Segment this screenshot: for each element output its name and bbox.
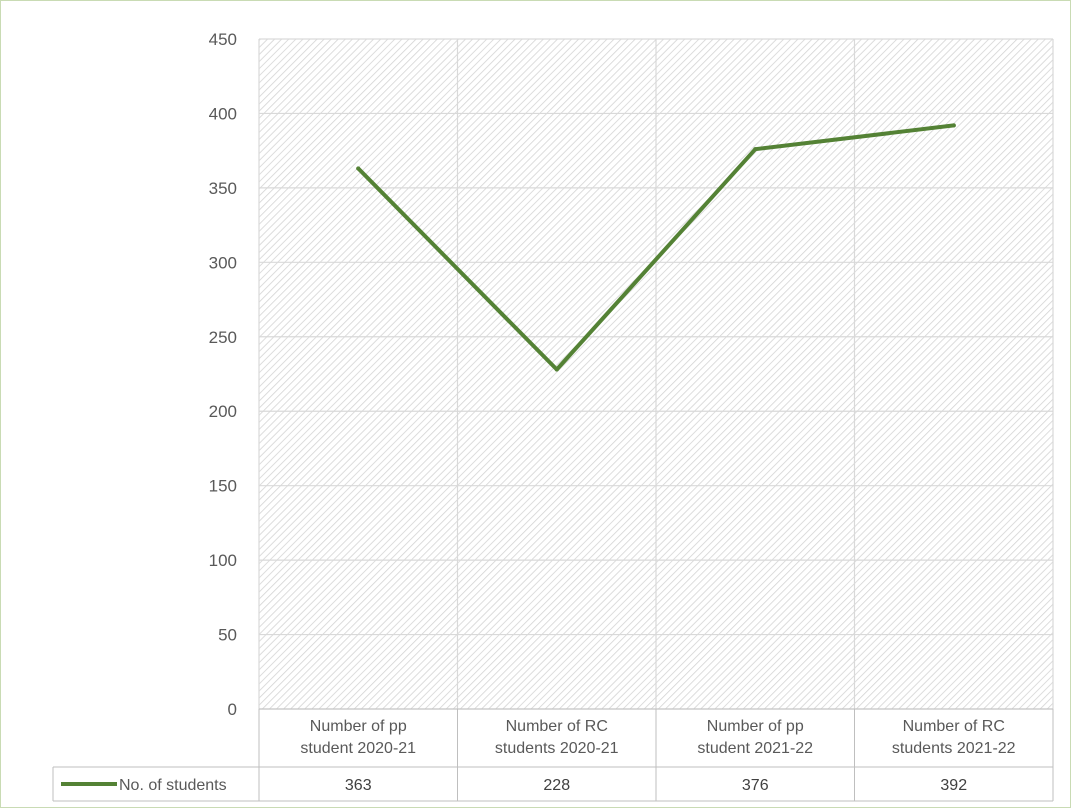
y-tick-label: 300 <box>209 253 237 272</box>
table-value: 392 <box>940 777 967 794</box>
y-tick-label: 100 <box>209 551 237 570</box>
x-category-label: Number of RC students 2021-22 <box>892 718 1016 757</box>
y-tick-label: 450 <box>209 30 237 49</box>
y-tick-label: 50 <box>218 626 237 645</box>
x-category-label: Number of pp student 2021-22 <box>697 718 813 757</box>
y-tick-label: 200 <box>209 402 237 421</box>
y-tick-label: 0 <box>228 700 237 719</box>
data-point <box>356 166 361 171</box>
data-point <box>753 147 758 152</box>
table-value: 376 <box>742 777 769 794</box>
y-tick-label: 150 <box>209 477 237 496</box>
y-tick-label: 400 <box>209 104 237 123</box>
table-value: 363 <box>345 777 372 794</box>
y-tick-label: 250 <box>209 328 237 347</box>
legend-series-label: No. of students <box>119 777 227 794</box>
data-point <box>951 123 956 128</box>
x-category-label: Number of pp student 2020-21 <box>300 718 416 757</box>
x-category-label: Number of RC students 2020-21 <box>495 718 619 757</box>
table-value: 228 <box>543 777 570 794</box>
series-line-no-of-students <box>356 123 956 372</box>
data-point <box>554 367 559 372</box>
y-tick-label: 350 <box>209 179 237 198</box>
